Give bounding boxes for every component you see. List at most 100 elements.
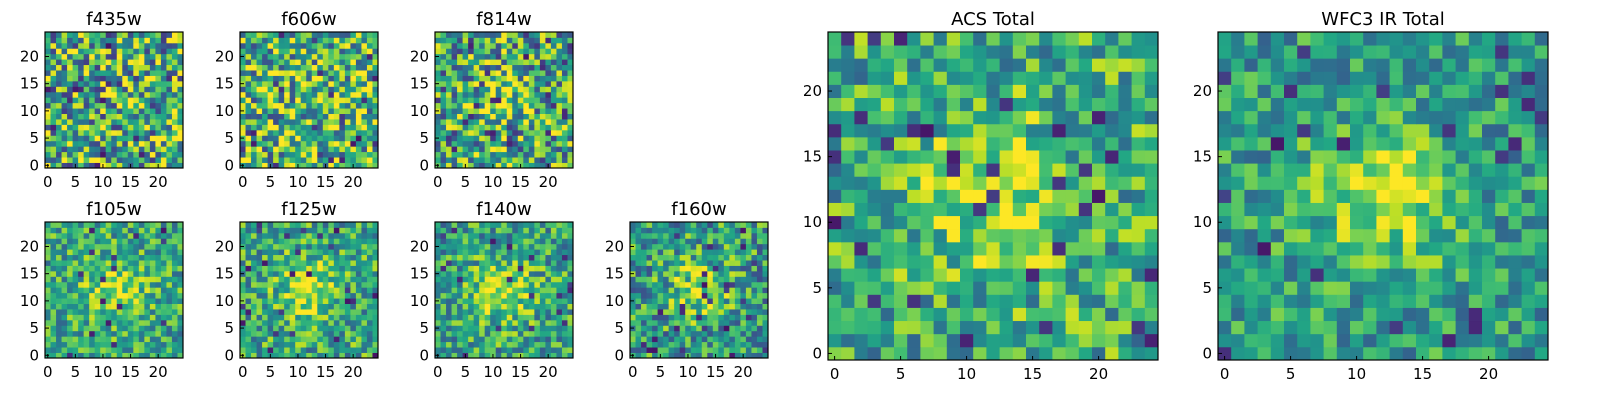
heatmap-cell <box>295 119 302 125</box>
heatmap-cell <box>56 140 62 147</box>
heatmap-cell <box>534 129 541 136</box>
heatmap-cell <box>50 75 57 82</box>
heatmap-cell <box>273 298 280 304</box>
heatmap-cell <box>960 241 974 256</box>
heatmap-cell <box>295 70 302 76</box>
heatmap-cell <box>657 336 664 343</box>
heatmap-cell <box>116 97 123 104</box>
heatmap-cell <box>479 276 486 283</box>
heatmap-cell <box>723 243 730 250</box>
heatmap-cell <box>446 260 452 266</box>
heatmap-cell <box>366 86 373 93</box>
heatmap-cell <box>89 64 96 71</box>
heatmap-cell <box>344 135 351 142</box>
heatmap-cell <box>267 232 274 239</box>
heatmap-cell <box>523 238 530 245</box>
heatmap-cell <box>1131 241 1146 256</box>
heatmap-cell <box>240 341 246 348</box>
heatmap-cell <box>440 37 447 44</box>
heatmap-cell <box>506 336 513 343</box>
heatmap-cell <box>920 202 934 217</box>
heatmap-cell <box>122 129 129 136</box>
heatmap-cell <box>435 330 441 337</box>
heatmap-cell <box>701 270 708 277</box>
heatmap-cell <box>284 113 291 120</box>
heatmap-cell <box>933 123 948 138</box>
heatmap-cell <box>355 113 362 120</box>
heatmap-cell <box>473 129 480 136</box>
heatmap-cell <box>451 113 458 120</box>
heatmap-cell <box>674 341 681 348</box>
heatmap-cell <box>512 124 519 131</box>
heatmap-cell <box>339 108 346 114</box>
heatmap-cell <box>72 140 79 147</box>
heatmap-cell <box>350 303 357 310</box>
heatmap-cell <box>127 59 134 66</box>
heatmap-cell <box>567 287 574 294</box>
heatmap-cell <box>734 309 741 315</box>
x-tick-label: 10 <box>288 363 307 381</box>
heatmap-cell <box>646 238 653 245</box>
heatmap-cell <box>138 97 145 104</box>
heatmap-cell <box>740 249 747 256</box>
heatmap-cell <box>72 70 79 76</box>
y-tick-label: 0 <box>419 156 429 174</box>
heatmap-cell <box>512 238 519 245</box>
heatmap-cell <box>144 309 151 315</box>
heatmap-cell <box>740 292 747 299</box>
x-tick-label: 15 <box>121 363 140 381</box>
heatmap-cell <box>701 325 708 332</box>
heatmap-cell <box>72 330 79 337</box>
heatmap-cell <box>751 298 758 304</box>
heatmap-cell <box>177 124 184 131</box>
heatmap-cell <box>663 265 670 272</box>
heatmap-cell <box>696 276 703 283</box>
heatmap-cell <box>322 102 329 109</box>
heatmap-cell <box>166 75 173 82</box>
heatmap-cell <box>133 319 140 326</box>
heatmap-cell <box>723 352 730 359</box>
heatmap-cell <box>372 70 379 76</box>
heatmap-cell <box>355 232 362 239</box>
heatmap-cell <box>50 276 57 283</box>
heatmap-cell <box>550 281 557 288</box>
heatmap-cell <box>723 336 730 343</box>
heatmap-cell <box>361 91 368 98</box>
heatmap-cell <box>251 102 257 109</box>
heatmap-cell <box>484 276 491 283</box>
heatmap-cell <box>240 32 246 38</box>
heatmap-cell <box>122 157 129 163</box>
heatmap-cell <box>267 53 274 60</box>
heatmap-cell <box>550 86 557 93</box>
heatmap-cell <box>1078 202 1093 217</box>
heatmap-cell <box>116 243 123 250</box>
heatmap-cell <box>100 151 107 158</box>
heatmap-cell <box>567 336 574 343</box>
y-tick-label: 20 <box>20 237 39 255</box>
heatmap-cell <box>517 309 524 315</box>
heatmap-cell <box>1118 241 1132 256</box>
heatmap-cell <box>278 249 285 256</box>
heatmap-cell <box>333 330 340 337</box>
heatmap-cell <box>311 276 318 283</box>
heatmap-cell <box>149 119 156 125</box>
heatmap-cell <box>462 330 469 337</box>
heatmap-cell <box>350 80 357 87</box>
heatmap-cell <box>333 162 340 169</box>
heatmap-cell <box>306 222 313 228</box>
x-tick-label: 15 <box>121 173 140 191</box>
heatmap-cell <box>45 146 51 153</box>
heatmap-cell <box>89 314 96 321</box>
heatmap-cell <box>311 32 318 38</box>
heatmap-cell <box>300 48 307 55</box>
heatmap-cell <box>534 314 541 321</box>
heatmap-cell <box>361 119 368 125</box>
heatmap-cell <box>50 64 57 71</box>
heatmap-cell <box>646 292 653 299</box>
heatmap-cell <box>528 32 535 38</box>
heatmap-cell <box>56 336 62 343</box>
heatmap-cell <box>880 294 895 308</box>
heatmap-cell <box>946 241 961 256</box>
heatmap-cell <box>561 314 568 321</box>
heatmap-cell <box>372 113 379 120</box>
